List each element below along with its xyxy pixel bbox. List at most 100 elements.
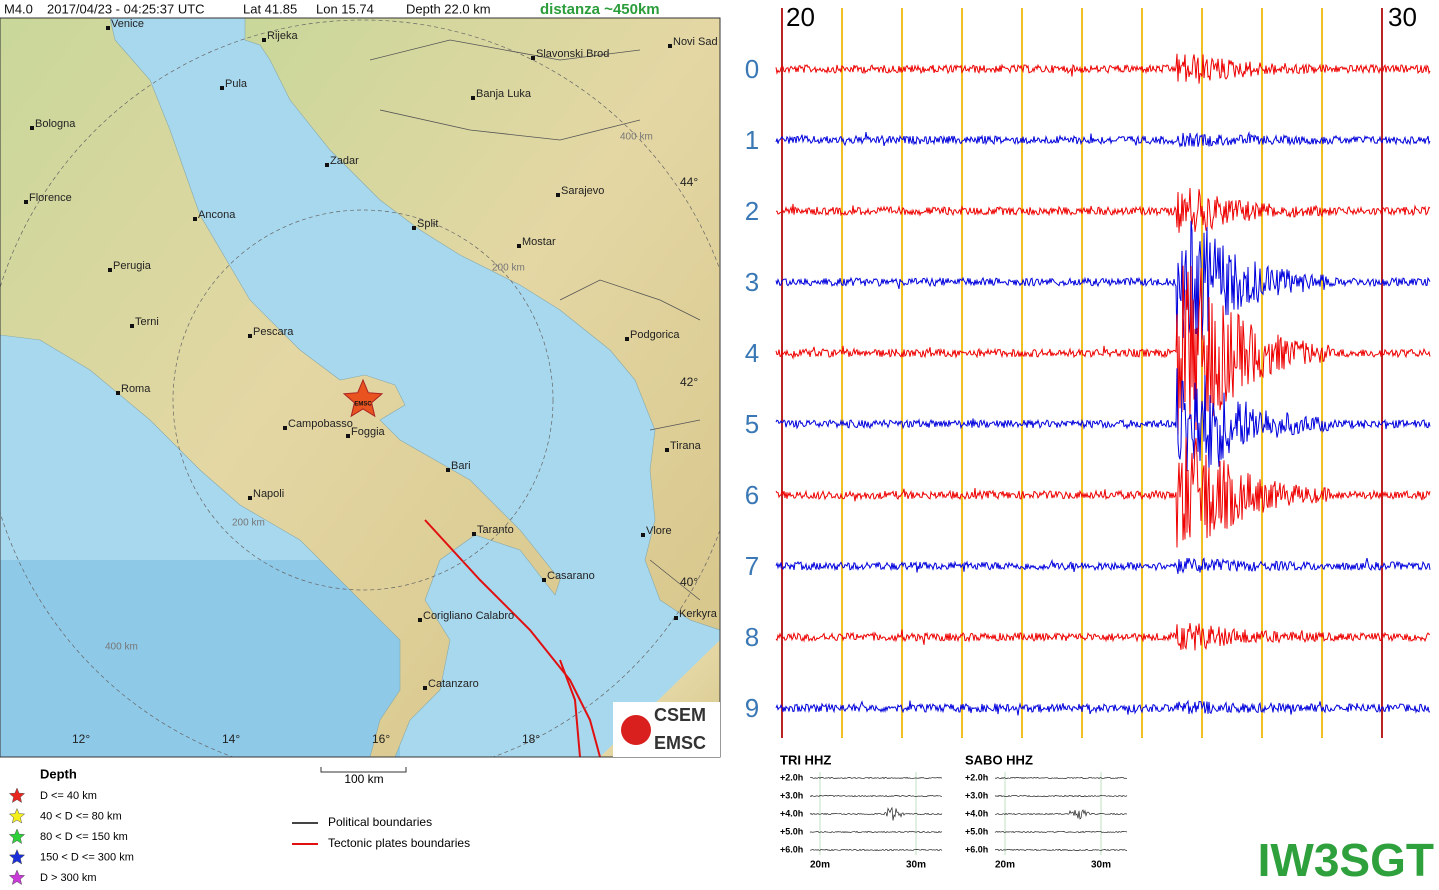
legend-label: Political boundaries (328, 815, 432, 829)
city-label: Tirana (670, 440, 702, 452)
city-dot (283, 426, 287, 430)
panel-trace (809, 830, 943, 834)
callsign: IW3SGT (1258, 834, 1434, 886)
legend-label: 80 < D <= 150 km (40, 831, 128, 843)
legend-label: D <= 40 km (40, 790, 97, 802)
header-depth: Depth 22.0 km (406, 1, 491, 16)
logo-text: EMSC (654, 733, 706, 753)
city-dot (30, 126, 34, 130)
row-label: 3 (745, 267, 759, 297)
city-label: Split (417, 218, 438, 230)
city-label: Ancona (198, 209, 236, 221)
panel-title: TRI HHZ (780, 752, 831, 767)
lon-label: 18° (522, 732, 540, 746)
logo-globe (621, 715, 651, 745)
panel-minute: 30m (1091, 860, 1111, 871)
ring-label: 400 km (620, 132, 653, 143)
lon-label: 14° (222, 732, 240, 746)
city-label: Podgorica (630, 329, 680, 341)
panel-trace (810, 776, 943, 780)
row-label: 0 (745, 54, 759, 84)
header-magnitude: M4.0 (4, 1, 33, 16)
lon-label: 16° (372, 732, 390, 746)
header-lon: Lon 15.74 (316, 1, 374, 16)
city-dot (108, 268, 112, 272)
panel-trace (994, 830, 1128, 834)
row-label: 6 (745, 480, 759, 510)
city-label: Pula (225, 78, 248, 90)
city-label: Novi Sad (673, 36, 718, 48)
city-dot (542, 578, 546, 582)
panel-hour: +5.0h (780, 826, 803, 836)
city-dot (665, 448, 669, 452)
city-dot (668, 44, 672, 48)
panel-minute: 20m (810, 860, 830, 871)
city-dot (471, 96, 475, 100)
lat-label: 42° (680, 375, 698, 389)
header-time: 2017/04/23 - 04:25:37 UTC (47, 1, 205, 16)
panel-trace (809, 794, 943, 798)
italy (0, 18, 561, 757)
row-label: 8 (745, 622, 759, 652)
city-label: Sarajevo (561, 185, 604, 197)
distance-rings (0, 19, 720, 757)
row-label: 1 (745, 125, 759, 155)
city-dot (130, 324, 134, 328)
header-distance: distanza ~450km (540, 1, 660, 18)
panel-trace (809, 806, 943, 821)
legend-label: D > 300 km (40, 872, 97, 884)
city-dot (106, 26, 110, 30)
legend-star (8, 807, 26, 824)
trace (775, 623, 1431, 651)
city-label: Corigliano Calabro (423, 610, 514, 622)
panel-trace (994, 776, 1128, 780)
balkans (244, 18, 720, 631)
panel-hour: +3.0h (965, 790, 988, 800)
legend-star (8, 787, 26, 804)
legend-star (8, 869, 26, 886)
row-label: 7 (745, 551, 759, 581)
panel-hour: +4.0h (780, 808, 803, 818)
city-dot (116, 391, 120, 395)
city-dot (641, 533, 645, 537)
panel-hour: +3.0h (780, 790, 803, 800)
ring-label: 200 km (232, 518, 265, 529)
trace (775, 265, 1431, 435)
ring-label: 400 km (105, 642, 138, 653)
city-dot (674, 616, 678, 620)
panel-hour: +4.0h (965, 808, 988, 818)
city-label: Napoli (253, 488, 284, 500)
logo: CSEM EMSC (613, 702, 720, 757)
panel-hour: +2.0h (780, 772, 803, 782)
city-dot (531, 56, 535, 60)
city-dot (625, 337, 629, 341)
scale-bar (320, 767, 407, 773)
scale-label: 100 km (344, 772, 383, 786)
tectonic-boundary (424, 519, 601, 757)
city-label: Terni (135, 316, 159, 328)
header-lat: Lat 41.85 (243, 1, 297, 16)
trace (775, 187, 1431, 233)
deep-sea (0, 560, 400, 757)
city-label: Kerkyra (679, 608, 718, 620)
panel-trace (809, 848, 943, 852)
legend-label: 40 < D <= 80 km (40, 810, 122, 822)
city-dot (423, 686, 427, 690)
city-dot (248, 334, 252, 338)
city-dot (24, 200, 28, 204)
city-label: Casarano (547, 570, 595, 582)
trace (775, 53, 1431, 84)
city-dot (193, 217, 197, 221)
trace (775, 220, 1431, 346)
city-label: Slavonski Brod (536, 48, 609, 60)
city-dot (220, 86, 224, 90)
city-dot (517, 244, 521, 248)
city-label: Catanzaro (428, 678, 479, 690)
city-dot (556, 193, 560, 197)
panel-hour: +6.0h (780, 844, 803, 854)
city-dot (248, 496, 252, 500)
trace (775, 557, 1431, 574)
city-label: Taranto (477, 524, 514, 536)
trace (775, 699, 1430, 716)
